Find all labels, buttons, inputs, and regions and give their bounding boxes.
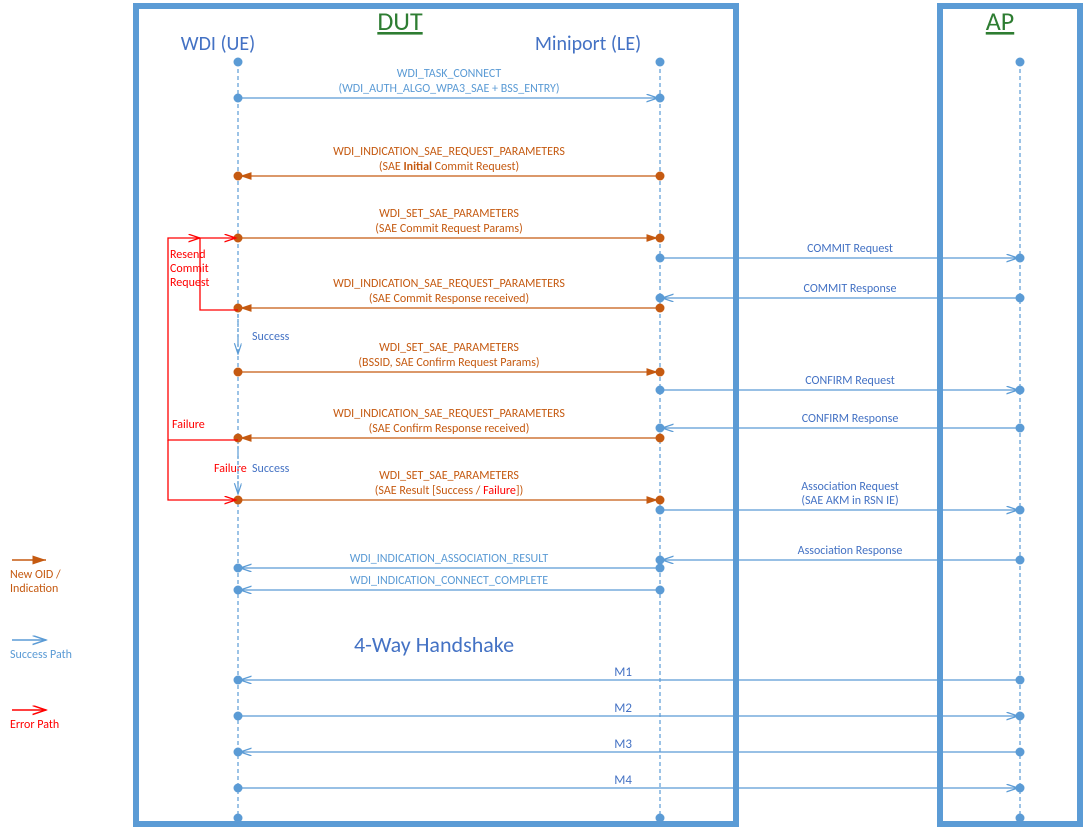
msg-label: Association Response [798, 544, 903, 558]
annotation: Commit [170, 262, 209, 276]
msg-label: M3 [614, 737, 632, 752]
msg-label: (BSSID, SAE Confirm Request Params) [358, 356, 539, 370]
annotation: Success [252, 330, 290, 344]
msg-label: WDI_INDICATION_ASSOCIATION_RESULT [350, 552, 549, 566]
msg-label: (SAE Commit Response received) [369, 292, 529, 306]
legend-label: Indication [10, 582, 58, 596]
msg-label: (SAE Confirm Response received) [369, 422, 530, 436]
msg-label: WDI_SET_SAE_PARAMETERS [379, 469, 519, 483]
msg-label: WDI_INDICATION_CONNECT_COMPLETE [350, 574, 548, 588]
title: AP [986, 5, 1014, 37]
msg-label: CONFIRM Response [802, 412, 899, 426]
msg-label: WDI_INDICATION_SAE_REQUEST_PARAMETERS [333, 407, 565, 421]
title: DUT [377, 5, 423, 37]
msg-label: WDI_TASK_CONNECT [397, 67, 502, 81]
legend-label: Success Path [10, 648, 72, 662]
legend-label: New OID / [10, 568, 61, 582]
msg-label: COMMIT Request [807, 242, 893, 256]
annotation: Request [170, 276, 209, 290]
handshake-title: 4-Way Handshake [354, 631, 514, 658]
msg-label: COMMIT Response [804, 282, 897, 296]
msg-label: Association Request [801, 480, 899, 494]
title: WDI (UE) [181, 32, 255, 56]
ap-box [940, 6, 1080, 824]
annotation: Failure [172, 418, 205, 432]
msg-label: CONFIRM Request [805, 374, 894, 388]
msg-label: WDI_INDICATION_SAE_REQUEST_PARAMETERS [333, 277, 565, 291]
sequence-diagram: DUT AP WDI (UE) Miniport (LE) 4-Way Handshak… [0, 0, 1086, 832]
msg-label: M1 [614, 665, 632, 680]
msg-label: WDI_SET_SAE_PARAMETERS [379, 341, 519, 355]
msg-label: (SAE Commit Request Params) [375, 222, 522, 236]
msg-label: WDI_SET_SAE_PARAMETERS [379, 207, 519, 221]
msg-label: M4 [614, 773, 632, 788]
msg-label: (SAE Result [Success / Failure]) [375, 484, 523, 498]
msg-label: (SAE AKM in RSN IE) [801, 494, 898, 508]
msg-label: (SAE Initial Commit Request) [379, 160, 519, 174]
legend-label: Error Path [10, 718, 59, 732]
title: Miniport (LE) [535, 32, 641, 56]
msg-label: M2 [614, 701, 632, 716]
msg-label: WDI_INDICATION_SAE_REQUEST_PARAMETERS [333, 145, 565, 159]
msg-label: (WDI_AUTH_ALGO_WPA3_SAE + BSS_ENTRY) [338, 82, 559, 96]
annotation: Failure [214, 462, 247, 476]
annotation: Success [252, 462, 290, 476]
